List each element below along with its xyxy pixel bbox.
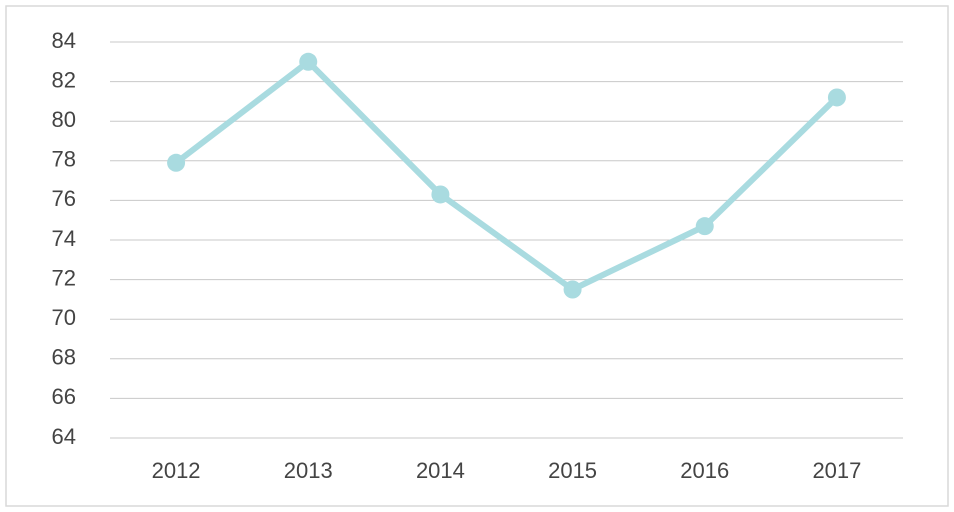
y-tick-label: 84 — [52, 28, 76, 53]
y-tick-label: 64 — [52, 424, 76, 449]
point — [299, 52, 318, 71]
x-tick-label: 2012 — [152, 458, 201, 483]
point — [563, 280, 582, 299]
y-tick-label: 70 — [52, 305, 76, 330]
line — [174, 58, 840, 293]
point — [431, 185, 450, 204]
x-tick-label: 2016 — [680, 458, 729, 483]
point — [695, 217, 714, 236]
y-tick-label: 80 — [52, 107, 76, 132]
y-tick-label: 72 — [52, 265, 76, 290]
x-tick-label: 2015 — [548, 458, 597, 483]
y-tick-label: 76 — [52, 186, 76, 211]
point — [827, 88, 846, 107]
x-tick-label: 2014 — [416, 458, 465, 483]
y-tick-label: 68 — [52, 345, 76, 370]
y-tick-label: 66 — [52, 384, 76, 409]
y-tick-label: 74 — [52, 226, 76, 251]
y-tick-label: 78 — [52, 147, 76, 172]
y-tick-label: 82 — [52, 67, 76, 92]
point — [167, 153, 186, 172]
chart-frame — [5, 5, 949, 507]
x-tick-label: 2017 — [812, 458, 861, 483]
x-tick-label: 2013 — [284, 458, 333, 483]
